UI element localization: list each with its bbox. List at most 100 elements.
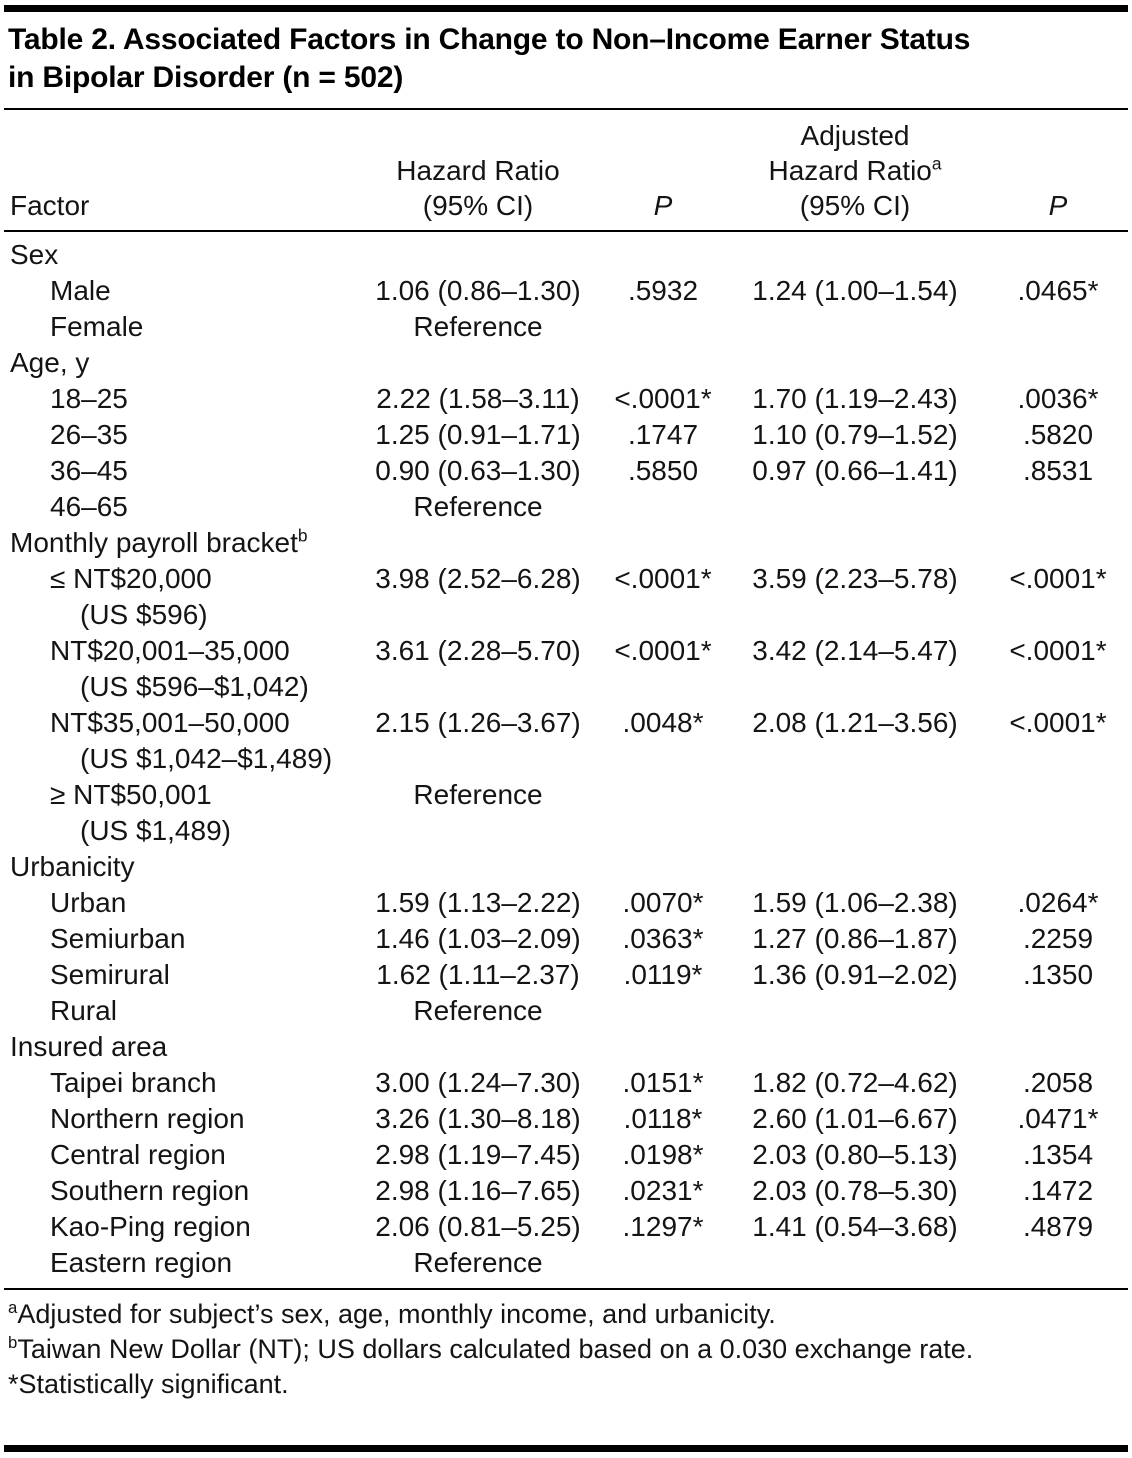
table-row: Insured area bbox=[4, 1029, 1128, 1065]
p-value-cell bbox=[604, 489, 722, 525]
factor-sublabel: (US $1,489) bbox=[80, 815, 231, 846]
factor-cell: ≥ NT$50,001 (US $1,489) bbox=[4, 777, 352, 849]
adjusted-hazard-ratio-cell: 3.59 (2.23–5.78) bbox=[752, 563, 958, 594]
adjusted-hazard-ratio-cell: 2.08 (1.21–3.56) bbox=[752, 707, 958, 738]
factor-cell: 46–65 bbox=[4, 489, 352, 525]
adjusted-hazard-ratio-cell: 1.24 (1.00–1.54) bbox=[752, 275, 958, 306]
hazard-ratio-cell: 1.25 (0.91–1.71) bbox=[375, 419, 581, 450]
adjusted-hazard-ratio-cell: 3.42 (2.14–5.47) bbox=[752, 635, 958, 666]
factor-cell: Southern region bbox=[4, 1173, 352, 1209]
table-row: Semiurban 1.46 (1.03–2.09) .0363* 1.27 (… bbox=[4, 921, 1128, 957]
factor-label: NT$35,001–50,000 bbox=[50, 707, 290, 738]
adjusted-hazard-ratio-cell: 1.82 (0.72–4.62) bbox=[752, 1067, 958, 1098]
p-value-cell bbox=[604, 231, 722, 273]
factor-label: Male bbox=[50, 275, 111, 306]
col-header-factor: Factor bbox=[4, 110, 352, 232]
p-value-cell bbox=[604, 345, 722, 381]
p-value-cell bbox=[604, 1245, 722, 1289]
adjusted-hazard-ratio-cell bbox=[722, 489, 988, 525]
footnote-marker: a bbox=[8, 1298, 18, 1317]
adjusted-hazard-ratio-cell bbox=[722, 993, 988, 1029]
adjusted-hazard-ratio-cell: 2.60 (1.01–6.67) bbox=[752, 1103, 958, 1134]
factor-label: Taipei branch bbox=[50, 1067, 217, 1098]
adjusted-p-value-cell: .8531 bbox=[1022, 455, 1094, 486]
factor-cell: Urbanicity bbox=[4, 849, 352, 885]
factor-label: 18–25 bbox=[50, 383, 128, 414]
factor-label: Central region bbox=[50, 1139, 226, 1170]
table-row: Semirural 1.62 (1.11–2.37) .0119* 1.36 (… bbox=[4, 957, 1128, 993]
footnote: aAdjusted for subject’s sex, age, monthl… bbox=[8, 1297, 1124, 1332]
adjusted-hazard-ratio-cell: 2.03 (0.80–5.13) bbox=[752, 1139, 958, 1170]
adjusted-p-value-cell: .4879 bbox=[1022, 1211, 1094, 1242]
p-value-cell: .0119* bbox=[623, 959, 703, 990]
hazard-ratio-cell: 2.98 (1.16–7.65) bbox=[375, 1175, 581, 1206]
footnote-text: Adjusted for subject’s sex, age, monthly… bbox=[17, 1299, 776, 1329]
p-value-cell: .0231* bbox=[622, 1175, 704, 1206]
adjusted-hazard-ratio-cell bbox=[722, 777, 988, 849]
table-row: Urbanicity bbox=[4, 849, 1128, 885]
factor-cell: ≤ NT$20,000 (US $596) bbox=[4, 561, 352, 633]
p-value-cell: .5932 bbox=[627, 275, 699, 306]
factor-label: Insured area bbox=[10, 1031, 168, 1062]
factor-cell: Central region bbox=[4, 1137, 352, 1173]
adjusted-hazard-ratio-cell: 0.97 (0.66–1.41) bbox=[752, 455, 958, 486]
factors-table: Factor Hazard Ratio (95% CI) P Adjusted … bbox=[4, 110, 1128, 1290]
adjusted-p-value-cell: .0264* bbox=[1017, 887, 1099, 918]
adjusted-p-value-cell: <.0001* bbox=[1009, 707, 1107, 738]
table-row: 18–25 2.22 (1.58–3.11) <.0001* 1.70 (1.1… bbox=[4, 381, 1128, 417]
p-value-cell: .1297* bbox=[622, 1211, 704, 1242]
table-row: Eastern region Reference bbox=[4, 1245, 1128, 1289]
hazard-ratio-cell: 2.98 (1.19–7.45) bbox=[375, 1139, 581, 1170]
hazard-ratio-cell bbox=[352, 345, 604, 381]
hazard-ratio-cell: 3.61 (2.28–5.70) bbox=[375, 635, 581, 666]
p-value-cell bbox=[604, 849, 722, 885]
col-header-p-value: P bbox=[604, 110, 722, 232]
factor-cell: Age, y bbox=[4, 345, 352, 381]
hazard-ratio-cell: 0.90 (0.63–1.30) bbox=[375, 455, 581, 486]
footnote: bTaiwan New Dollar (NT); US dollars calc… bbox=[8, 1332, 1124, 1367]
footnote-marker: * bbox=[8, 1369, 19, 1399]
table-row: NT$20,001–35,000 (US $596–$1,042) 3.61 (2… bbox=[4, 633, 1128, 705]
adjusted-p-value-cell: .1472 bbox=[1022, 1175, 1094, 1206]
hazard-ratio-cell: Reference bbox=[413, 311, 543, 342]
hazard-ratio-cell: Reference bbox=[413, 1247, 543, 1278]
adjusted-hazard-ratio-cell: 1.70 (1.19–2.43) bbox=[752, 383, 958, 414]
factor-cell: 18–25 bbox=[4, 381, 352, 417]
footnote-marker-a: a bbox=[931, 153, 942, 174]
factor-cell: Monthly payroll bracketb bbox=[4, 525, 352, 561]
adjusted-p-value-cell: .0471* bbox=[1017, 1103, 1099, 1134]
hazard-ratio-cell: 1.06 (0.86–1.30) bbox=[375, 275, 581, 306]
hazard-ratio-cell: 3.98 (2.52–6.28) bbox=[375, 563, 581, 594]
factor-cell: Rural bbox=[4, 993, 352, 1029]
factor-label: Urbanicity bbox=[10, 851, 135, 882]
top-border-rule bbox=[4, 5, 1128, 12]
p-value-cell: <.0001* bbox=[614, 383, 712, 414]
table-title: Table 2. Associated Factors in Change to… bbox=[4, 12, 1128, 110]
footnotes: aAdjusted for subject’s sex, age, monthl… bbox=[4, 1290, 1128, 1406]
p-value-cell: .0151* bbox=[622, 1067, 704, 1098]
factor-cell: NT$20,001–35,000 (US $596–$1,042) bbox=[4, 633, 352, 705]
hazard-ratio-cell bbox=[352, 1029, 604, 1065]
adjusted-p-value-cell: .0036* bbox=[1017, 383, 1099, 414]
p-value-cell bbox=[604, 1029, 722, 1065]
factor-label: Rural bbox=[50, 995, 117, 1026]
p-value-cell bbox=[604, 993, 722, 1029]
hazard-ratio-cell bbox=[352, 231, 604, 273]
hazard-ratio-cell: Reference bbox=[413, 779, 543, 810]
adjusted-hazard-ratio-cell bbox=[722, 849, 988, 885]
adjusted-hazard-ratio-cell bbox=[722, 345, 988, 381]
hazard-ratio-cell: 2.15 (1.26–3.67) bbox=[375, 707, 581, 738]
factor-label: Monthly payroll bracketb bbox=[10, 525, 308, 558]
footnote: *Statistically significant. bbox=[8, 1367, 1124, 1402]
table-row: Southern region 2.98 (1.16–7.65) .0231* … bbox=[4, 1173, 1128, 1209]
adjusted-p-value-cell bbox=[988, 231, 1128, 273]
adjusted-p-value-cell bbox=[988, 849, 1128, 885]
hazard-ratio-cell: 1.46 (1.03–2.09) bbox=[375, 923, 581, 954]
hazard-ratio-cell: Reference bbox=[413, 491, 543, 522]
hazard-ratio-cell: Reference bbox=[413, 995, 543, 1026]
adjusted-p-value-cell bbox=[988, 777, 1128, 849]
adjusted-hazard-ratio-cell bbox=[722, 1245, 988, 1289]
table-body: Sex Male 1.06 (0.86–1.30) .5932 1.24 (1.… bbox=[4, 231, 1128, 1289]
adjusted-p-value-cell: .5820 bbox=[1022, 419, 1094, 450]
